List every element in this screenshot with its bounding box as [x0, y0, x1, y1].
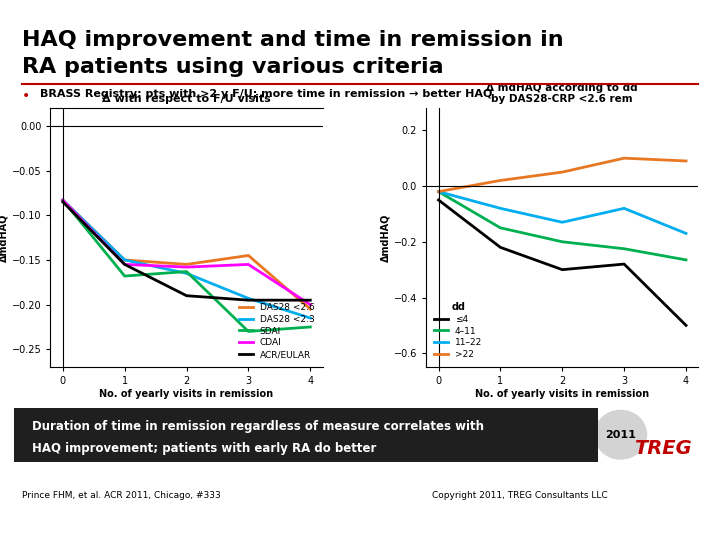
CDAI [120, 261, 129, 268]
DAS28 <2.6 [120, 256, 129, 263]
Line: CDAI: CDAI [63, 200, 310, 305]
ACR/EULAR [306, 297, 315, 303]
ACR/EULAR [58, 199, 67, 205]
DAS28 <2.3 [182, 270, 191, 276]
Text: BRASS Registry: pts with >2 y F/U; more time in remission → better HAQ: BRASS Registry: pts with >2 y F/U; more … [40, 89, 492, 99]
4–11 [434, 188, 443, 195]
Line: ≤4: ≤4 [438, 200, 686, 326]
CDAI [182, 264, 191, 271]
>22 [434, 188, 443, 195]
Text: HAQ improvement; patients with early RA do better: HAQ improvement; patients with early RA … [32, 442, 377, 455]
DAS28 <2.3 [306, 315, 315, 321]
ACR/EULAR [244, 297, 253, 303]
Line: >22: >22 [438, 158, 686, 192]
Circle shape [595, 410, 647, 459]
CDAI [58, 197, 67, 203]
Text: Prince FHM, et al. ACR 2011, Chicago, #333: Prince FHM, et al. ACR 2011, Chicago, #3… [22, 491, 220, 501]
CDAI [244, 261, 253, 268]
Text: TREG: TREG [634, 438, 691, 458]
>22 [496, 177, 505, 184]
Y-axis label: ΔmdHAQ: ΔmdHAQ [0, 213, 9, 262]
Line: 4–11: 4–11 [438, 192, 686, 260]
Line: SDAI: SDAI [63, 200, 310, 332]
DAS28 <2.3 [244, 295, 253, 302]
SDAI [58, 197, 67, 203]
Legend: DAS28 <2.6, DAS28 <2.3, SDAI, CDAI, ACR/EULAR: DAS28 <2.6, DAS28 <2.3, SDAI, CDAI, ACR/… [235, 300, 318, 363]
Text: Duration of time in remission regardless of measure correlates with: Duration of time in remission regardless… [32, 420, 484, 433]
≤4 [496, 244, 505, 251]
11–22 [682, 230, 690, 237]
Line: 11–22: 11–22 [438, 192, 686, 233]
DAS28 <2.6 [182, 261, 191, 268]
>22 [558, 169, 567, 176]
≤4 [558, 266, 567, 273]
≤4 [620, 261, 629, 267]
Text: HAQ improvement and time in remission in: HAQ improvement and time in remission in [22, 30, 563, 50]
SDAI [306, 324, 315, 330]
Legend: ≤4, 4–11, 11–22, >22: ≤4, 4–11, 11–22, >22 [431, 299, 486, 363]
ACR/EULAR [182, 293, 191, 299]
4–11 [682, 256, 690, 263]
DAS28 <2.6 [306, 306, 315, 312]
Y-axis label: ΔmdHAQ: ΔmdHAQ [381, 213, 391, 262]
Title: Δ with respect to F/U visits: Δ with respect to F/U visits [102, 94, 271, 104]
Text: •: • [22, 89, 30, 103]
11–22 [496, 205, 505, 212]
Text: Copyright 2011, TREG Consultants LLC: Copyright 2011, TREG Consultants LLC [432, 491, 608, 501]
4–11 [558, 239, 567, 245]
Text: RA patients using various criteria: RA patients using various criteria [22, 57, 444, 77]
≤4 [434, 197, 443, 203]
X-axis label: No. of yearly visits in remission: No. of yearly visits in remission [99, 389, 274, 399]
DAS28 <2.3 [120, 256, 129, 263]
SDAI [182, 268, 191, 275]
≤4 [682, 322, 690, 329]
SDAI [120, 273, 129, 279]
11–22 [558, 219, 567, 226]
4–11 [496, 225, 505, 231]
Text: 2011: 2011 [606, 430, 636, 440]
DAS28 <2.3 [58, 197, 67, 203]
DAS28 <2.6 [58, 197, 67, 203]
>22 [682, 158, 690, 164]
>22 [620, 155, 629, 161]
11–22 [434, 188, 443, 195]
SDAI [244, 328, 253, 335]
CDAI [306, 301, 315, 308]
Line: DAS28 <2.6: DAS28 <2.6 [63, 200, 310, 309]
11–22 [620, 205, 629, 212]
Title: Δ mdHAQ according to dd
by DAS28-CRP <2.6 rem: Δ mdHAQ according to dd by DAS28-CRP <2.… [487, 83, 638, 104]
DAS28 <2.6 [244, 252, 253, 259]
4–11 [620, 246, 629, 252]
X-axis label: No. of yearly visits in remission: No. of yearly visits in remission [475, 389, 649, 399]
Line: DAS28 <2.3: DAS28 <2.3 [63, 200, 310, 318]
Line: ACR/EULAR: ACR/EULAR [63, 202, 310, 300]
ACR/EULAR [120, 261, 129, 268]
